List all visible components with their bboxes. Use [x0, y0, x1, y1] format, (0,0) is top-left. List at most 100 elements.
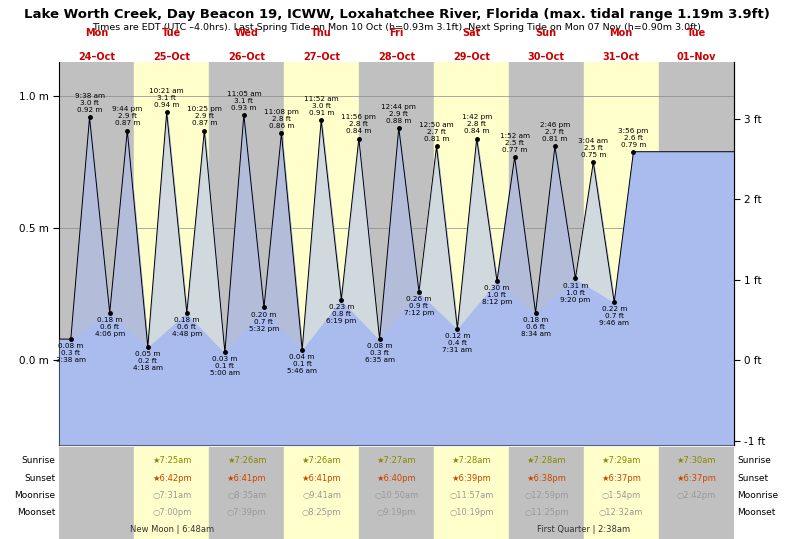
Bar — [59, 447, 134, 539]
Text: ○1:54pm: ○1:54pm — [602, 491, 641, 500]
Text: 12:50 am
2.7 ft
0.81 m: 12:50 am 2.7 ft 0.81 m — [419, 122, 454, 142]
Text: ★6:38pm: ★6:38pm — [527, 474, 566, 482]
Text: ★7:30am: ★7:30am — [676, 457, 716, 465]
Bar — [584, 62, 659, 445]
Text: 25–Oct: 25–Oct — [153, 52, 190, 63]
Text: ○10:50am: ○10:50am — [374, 491, 419, 500]
Text: 10:21 am
3.1 ft
0.94 m: 10:21 am 3.1 ft 0.94 m — [149, 88, 184, 108]
Text: 11:05 am
3.1 ft
0.93 m: 11:05 am 3.1 ft 0.93 m — [227, 91, 261, 110]
Bar — [284, 62, 359, 445]
Text: 11:52 am
3.0 ft
0.91 m: 11:52 am 3.0 ft 0.91 m — [304, 96, 339, 116]
Text: 0.31 m
1.0 ft
9:20 pm: 0.31 m 1.0 ft 9:20 pm — [561, 282, 591, 302]
Text: 0.08 m
0.3 ft
3:38 am: 0.08 m 0.3 ft 3:38 am — [56, 343, 86, 363]
Bar — [434, 447, 509, 539]
Polygon shape — [302, 120, 341, 350]
Text: Tue: Tue — [163, 27, 182, 38]
Text: Mon: Mon — [86, 27, 109, 38]
Text: ★7:25am: ★7:25am — [152, 457, 191, 465]
Text: 01–Nov: 01–Nov — [676, 52, 716, 63]
Text: 0.18 m
0.6 ft
4:48 pm: 0.18 m 0.6 ft 4:48 pm — [171, 317, 202, 337]
Text: ○11:57am: ○11:57am — [449, 491, 493, 500]
Text: ○7:39pm: ○7:39pm — [227, 508, 266, 517]
Text: 11:08 pm
2.8 ft
0.86 m: 11:08 pm 2.8 ft 0.86 m — [264, 109, 299, 129]
Bar — [584, 447, 659, 539]
Text: 9:38 am
3.0 ft
0.92 m: 9:38 am 3.0 ft 0.92 m — [75, 93, 105, 113]
Text: 0.03 m
0.1 ft
5:00 am: 0.03 m 0.1 ft 5:00 am — [210, 356, 239, 376]
Text: Fri: Fri — [389, 27, 404, 38]
Text: Sunset: Sunset — [25, 474, 56, 482]
Bar — [359, 62, 434, 445]
Text: ★7:26am: ★7:26am — [227, 457, 266, 465]
Text: ★6:37pm: ★6:37pm — [676, 474, 716, 482]
Text: ○11:25pm: ○11:25pm — [524, 508, 569, 517]
Text: Moonrise: Moonrise — [737, 491, 779, 500]
Text: 1:42 pm
2.8 ft
0.84 m: 1:42 pm 2.8 ft 0.84 m — [462, 114, 492, 134]
Text: Times are EDT (UTC –4.0hrs). Last Spring Tide on Mon 10 Oct (h=0.93m 3.1ft). Nex: Times are EDT (UTC –4.0hrs). Last Spring… — [92, 23, 701, 32]
Bar — [359, 447, 434, 539]
Text: ★6:40pm: ★6:40pm — [377, 474, 416, 482]
Text: 0.26 m
0.9 ft
7:12 pm: 0.26 m 0.9 ft 7:12 pm — [404, 296, 434, 316]
Text: ○8:25pm: ○8:25pm — [302, 508, 341, 517]
Polygon shape — [497, 157, 535, 313]
Text: Sunrise: Sunrise — [737, 457, 772, 465]
Polygon shape — [147, 112, 187, 347]
Text: ★6:41pm: ★6:41pm — [302, 474, 342, 482]
Text: Mon: Mon — [610, 27, 633, 38]
Text: ○2:42pm: ○2:42pm — [676, 491, 716, 500]
Bar — [659, 447, 734, 539]
Text: ★7:26am: ★7:26am — [302, 457, 341, 465]
Text: ○12:59pm: ○12:59pm — [524, 491, 569, 500]
Text: 26–Oct: 26–Oct — [228, 52, 265, 63]
Text: Moonrise: Moonrise — [14, 491, 56, 500]
Text: 30–Oct: 30–Oct — [528, 52, 565, 63]
Text: Sun: Sun — [536, 27, 557, 38]
Text: 27–Oct: 27–Oct — [303, 52, 340, 63]
Text: 1:52 am
2.5 ft
0.77 m: 1:52 am 2.5 ft 0.77 m — [500, 133, 530, 153]
Polygon shape — [225, 115, 264, 353]
Text: 0.04 m
0.1 ft
5:46 am: 0.04 m 0.1 ft 5:46 am — [287, 354, 317, 374]
Text: ○7:00pm: ○7:00pm — [152, 508, 191, 517]
Text: ★6:39pm: ★6:39pm — [451, 474, 492, 482]
Text: 0.20 m
0.7 ft
5:32 pm: 0.20 m 0.7 ft 5:32 pm — [249, 312, 279, 331]
Text: 12:44 pm
2.9 ft
0.88 m: 12:44 pm 2.9 ft 0.88 m — [381, 104, 416, 124]
Text: 2:46 pm
2.7 ft
0.81 m: 2:46 pm 2.7 ft 0.81 m — [540, 122, 570, 142]
Text: ★7:28am: ★7:28am — [452, 457, 491, 465]
Bar — [509, 447, 584, 539]
Text: New Moon | 6:48am: New Moon | 6:48am — [130, 526, 214, 534]
Text: ○8:35am: ○8:35am — [227, 491, 266, 500]
Text: ★7:28am: ★7:28am — [527, 457, 566, 465]
Text: Wed: Wed — [235, 27, 259, 38]
Polygon shape — [458, 139, 497, 329]
Text: Moonset: Moonset — [737, 508, 776, 517]
Text: 24–Oct: 24–Oct — [79, 52, 116, 63]
Text: Moonset: Moonset — [17, 508, 56, 517]
Text: ★7:27am: ★7:27am — [377, 457, 416, 465]
Polygon shape — [576, 162, 615, 302]
Text: 0.30 m
1.0 ft
8:12 pm: 0.30 m 1.0 ft 8:12 pm — [482, 285, 512, 305]
Text: 28–Oct: 28–Oct — [378, 52, 415, 63]
Text: ★7:29am: ★7:29am — [602, 457, 641, 465]
Text: 0.12 m
0.4 ft
7:31 am: 0.12 m 0.4 ft 7:31 am — [442, 333, 473, 353]
Text: ○10:19pm: ○10:19pm — [449, 508, 494, 517]
Bar — [509, 62, 584, 445]
Polygon shape — [535, 147, 576, 313]
Text: 0.22 m
0.7 ft
9:46 am: 0.22 m 0.7 ft 9:46 am — [600, 306, 629, 326]
Text: Thu: Thu — [311, 27, 332, 38]
Bar — [209, 447, 284, 539]
Bar — [59, 62, 134, 445]
Text: 10:25 pm
2.9 ft
0.87 m: 10:25 pm 2.9 ft 0.87 m — [187, 106, 222, 127]
Text: 3:56 pm
2.6 ft
0.79 m: 3:56 pm 2.6 ft 0.79 m — [619, 128, 649, 148]
Text: ○12:32am: ○12:32am — [599, 508, 643, 517]
Text: Sat: Sat — [462, 27, 481, 38]
Bar — [434, 62, 509, 445]
Text: Sunset: Sunset — [737, 474, 768, 482]
Polygon shape — [109, 130, 147, 347]
Text: ★6:37pm: ★6:37pm — [601, 474, 641, 482]
Text: 0.23 m
0.8 ft
6:19 pm: 0.23 m 0.8 ft 6:19 pm — [326, 303, 356, 324]
Text: ★6:41pm: ★6:41pm — [227, 474, 266, 482]
Text: ★6:42pm: ★6:42pm — [152, 474, 192, 482]
Text: 9:44 pm
2.9 ft
0.87 m: 9:44 pm 2.9 ft 0.87 m — [112, 106, 143, 127]
Bar — [284, 447, 359, 539]
Text: ○7:31am: ○7:31am — [152, 491, 191, 500]
Text: 3:04 am
2.5 ft
0.75 m: 3:04 am 2.5 ft 0.75 m — [578, 138, 608, 158]
